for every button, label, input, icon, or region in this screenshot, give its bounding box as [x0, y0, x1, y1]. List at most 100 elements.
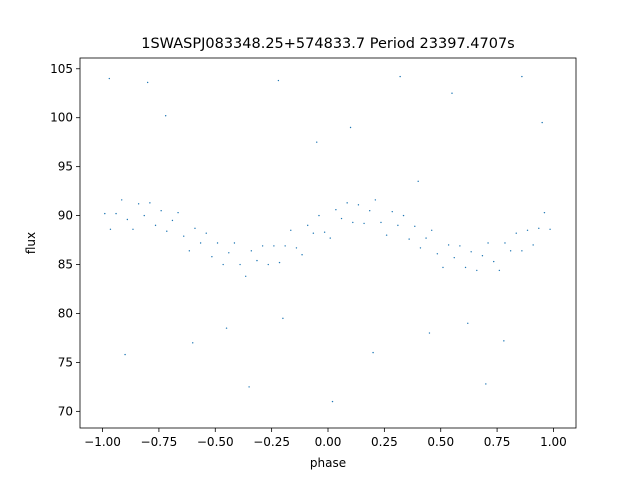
point	[228, 252, 230, 254]
point	[352, 221, 354, 224]
point	[284, 245, 286, 247]
y-tick-label: 105	[50, 62, 73, 76]
x-tick-label: 0.50	[427, 435, 454, 449]
point	[521, 250, 523, 252]
point	[467, 322, 469, 324]
point	[192, 342, 194, 344]
point	[216, 242, 219, 244]
x-tick-label: 1.00	[540, 435, 567, 449]
chart-title: 1SWASPJ083348.25+574833.7 Period 23397.4…	[141, 36, 515, 52]
point	[442, 266, 444, 269]
point	[290, 229, 292, 231]
point	[211, 256, 213, 258]
point	[261, 245, 264, 247]
point	[538, 227, 540, 230]
point	[363, 222, 365, 225]
point	[526, 229, 529, 231]
y-tick-label: 70	[58, 404, 73, 418]
point	[166, 230, 168, 232]
x-tick-label: −1.00	[84, 435, 121, 449]
point	[318, 214, 320, 217]
point	[225, 327, 228, 329]
point	[239, 263, 241, 266]
point	[146, 81, 149, 84]
point	[436, 253, 439, 255]
point	[340, 217, 343, 220]
point	[397, 224, 399, 227]
point	[374, 199, 377, 201]
point	[137, 203, 140, 205]
point	[149, 202, 151, 204]
point	[183, 235, 185, 237]
point	[282, 317, 284, 320]
point	[451, 92, 453, 94]
point	[115, 212, 117, 215]
point	[346, 202, 348, 204]
point	[498, 269, 501, 272]
point	[323, 231, 326, 233]
point	[487, 242, 489, 244]
point	[503, 340, 505, 342]
point	[402, 214, 405, 217]
point	[267, 263, 269, 266]
y-tick-label: 80	[58, 306, 73, 320]
point	[521, 75, 523, 78]
y-tick-label: 95	[58, 160, 73, 174]
point	[419, 247, 422, 249]
point	[481, 255, 484, 257]
x-tick-label: −0.25	[253, 435, 290, 449]
point	[121, 199, 123, 201]
y-tick-label: 90	[58, 209, 73, 223]
point	[485, 383, 487, 385]
point	[515, 232, 517, 234]
point	[250, 250, 253, 252]
point	[504, 242, 506, 244]
point	[295, 247, 298, 249]
x-tick-label: 0.25	[371, 435, 398, 449]
point	[104, 212, 106, 215]
point	[549, 228, 551, 230]
point	[233, 242, 236, 244]
point	[256, 259, 258, 262]
point	[399, 75, 401, 78]
point	[349, 126, 352, 129]
y-tick-label: 100	[50, 111, 73, 125]
point	[453, 256, 455, 259]
point	[277, 79, 280, 82]
point	[417, 180, 419, 183]
point	[278, 261, 281, 264]
point	[541, 121, 543, 124]
point	[447, 244, 450, 246]
point	[126, 218, 129, 221]
point	[357, 204, 360, 206]
point	[543, 211, 546, 214]
point	[245, 275, 247, 277]
point	[108, 77, 111, 80]
x-axis-label: phase	[310, 456, 346, 470]
point	[273, 245, 275, 247]
point	[154, 224, 157, 227]
point	[316, 141, 318, 143]
point	[307, 224, 309, 227]
point	[476, 269, 478, 272]
point	[431, 229, 433, 231]
point	[408, 238, 410, 240]
plot-frame	[79, 57, 577, 429]
point	[222, 263, 224, 266]
point	[188, 250, 191, 252]
point	[132, 228, 134, 230]
point	[380, 221, 382, 224]
point	[509, 250, 512, 252]
point	[205, 232, 207, 234]
point	[372, 351, 374, 354]
point	[470, 251, 472, 253]
point	[331, 400, 334, 403]
point	[177, 211, 179, 214]
x-tick-label: 0.75	[484, 435, 511, 449]
point	[248, 386, 250, 388]
x-tick-label: −0.75	[141, 435, 178, 449]
point	[199, 242, 202, 244]
point	[385, 234, 388, 236]
